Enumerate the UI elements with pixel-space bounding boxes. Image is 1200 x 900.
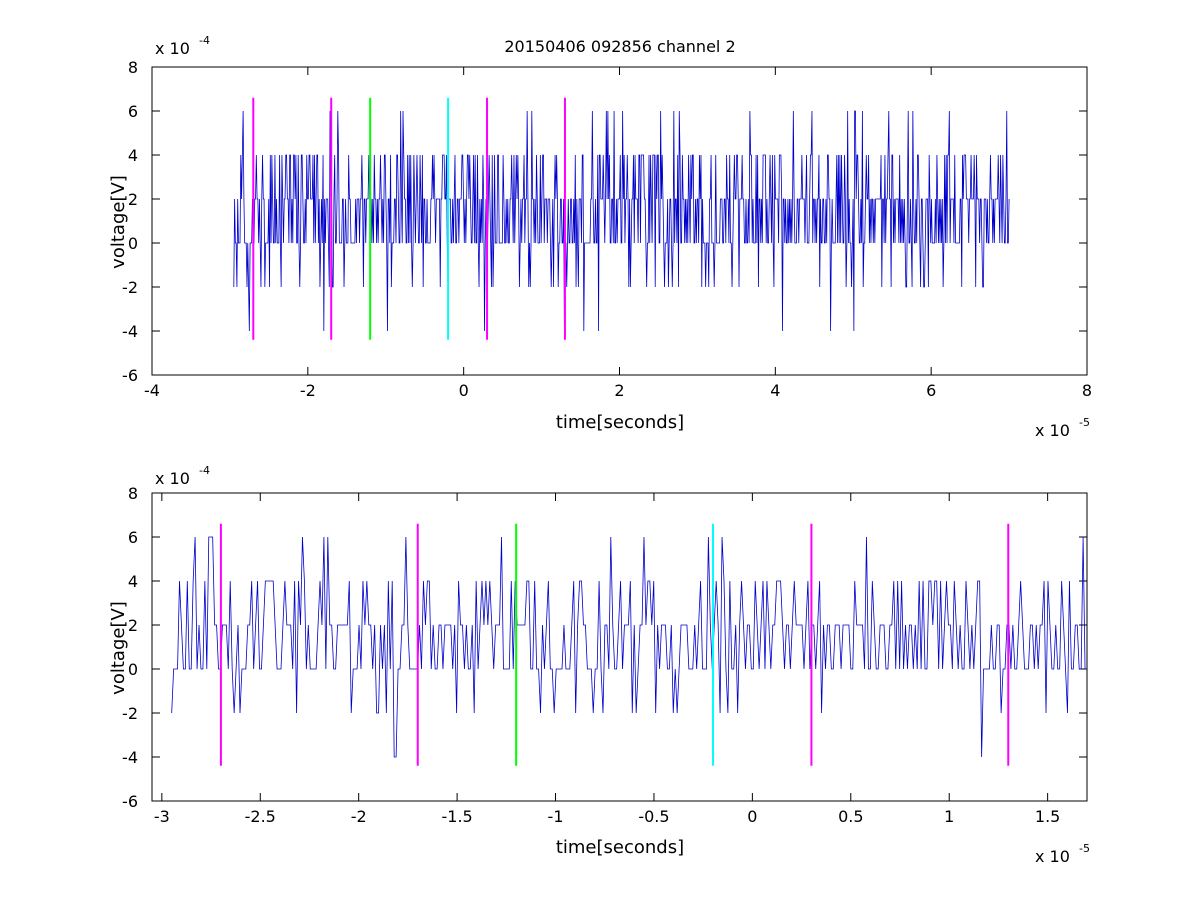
x-axis-label: time[seconds] — [556, 837, 684, 858]
y-multiplier-exponent: -4 — [199, 34, 210, 47]
x-tick-label: 4 — [770, 381, 780, 400]
x-tick-label: -2 — [300, 381, 316, 400]
x-tick-label: 1 — [944, 807, 954, 826]
y-axis-label: voltage[V] — [108, 175, 129, 269]
y-tick-label: -6 — [122, 792, 138, 811]
subplot-bottom: x 10 -4 x 10 -5 voltage[V] time[seconds]… — [108, 464, 1090, 866]
y-tick-label: -4 — [122, 322, 138, 341]
y-tick-label: -2 — [122, 704, 138, 723]
y-tick-label: 8 — [128, 58, 138, 77]
x-tick-label: -1.5 — [441, 807, 472, 826]
x-tick-label: 1.5 — [1035, 807, 1060, 826]
x-axis-label: time[seconds] — [556, 412, 684, 433]
x-tick-label: 0.5 — [838, 807, 863, 826]
y-tick-label: 4 — [128, 572, 138, 591]
x-tick-label: 8 — [1082, 381, 1092, 400]
x-multiplier-exponent: -5 — [1079, 416, 1090, 429]
y-multiplier: x 10 -4 — [155, 464, 210, 488]
chart-title: 20150406 092856 channel 2 — [504, 37, 735, 56]
y-tick-label: 0 — [128, 234, 138, 253]
x-tick-label: -2.5 — [245, 807, 276, 826]
axes-frame — [151, 492, 1088, 802]
y-tick-label: 0 — [128, 660, 138, 679]
y-multiplier-base: x 10 — [155, 469, 190, 488]
y-tick-label: 2 — [128, 616, 138, 635]
x-tick-label: -4 — [144, 381, 160, 400]
x-tick-label: -0.5 — [638, 807, 669, 826]
x-tick-label: 0 — [747, 807, 757, 826]
x-tick-label: -1 — [548, 807, 564, 826]
y-tick-label: 8 — [128, 484, 138, 503]
y-tick-label: 6 — [128, 102, 138, 121]
x-tick-label: 2 — [614, 381, 624, 400]
y-tick-label: 4 — [128, 146, 138, 165]
signal-trace — [171, 536, 1087, 758]
x-multiplier: x 10 -5 — [1035, 842, 1090, 866]
x-tick-label: -2 — [351, 807, 367, 826]
y-multiplier-base: x 10 — [155, 39, 190, 58]
x-tick-label: 0 — [459, 381, 469, 400]
x-multiplier-base: x 10 — [1035, 421, 1070, 440]
signal-trace — [233, 110, 1010, 332]
y-axis-label: voltage[V] — [108, 601, 129, 695]
subplot-top: 20150406 092856 channel 2 x 10 -4 x 10 -… — [108, 34, 1092, 440]
y-tick-label: 6 — [128, 528, 138, 547]
x-multiplier-exponent: -5 — [1079, 842, 1090, 855]
x-multiplier: x 10 -5 — [1035, 416, 1090, 440]
y-multiplier-exponent: -4 — [199, 464, 210, 477]
y-tick-label: -4 — [122, 748, 138, 767]
x-tick-label: -3 — [154, 807, 170, 826]
x-multiplier-base: x 10 — [1035, 847, 1070, 866]
y-tick-label: 2 — [128, 190, 138, 209]
x-tick-label: 6 — [926, 381, 936, 400]
y-tick-label: -2 — [122, 278, 138, 297]
y-tick-label: -6 — [122, 366, 138, 385]
y-multiplier: x 10 -4 — [155, 34, 210, 58]
